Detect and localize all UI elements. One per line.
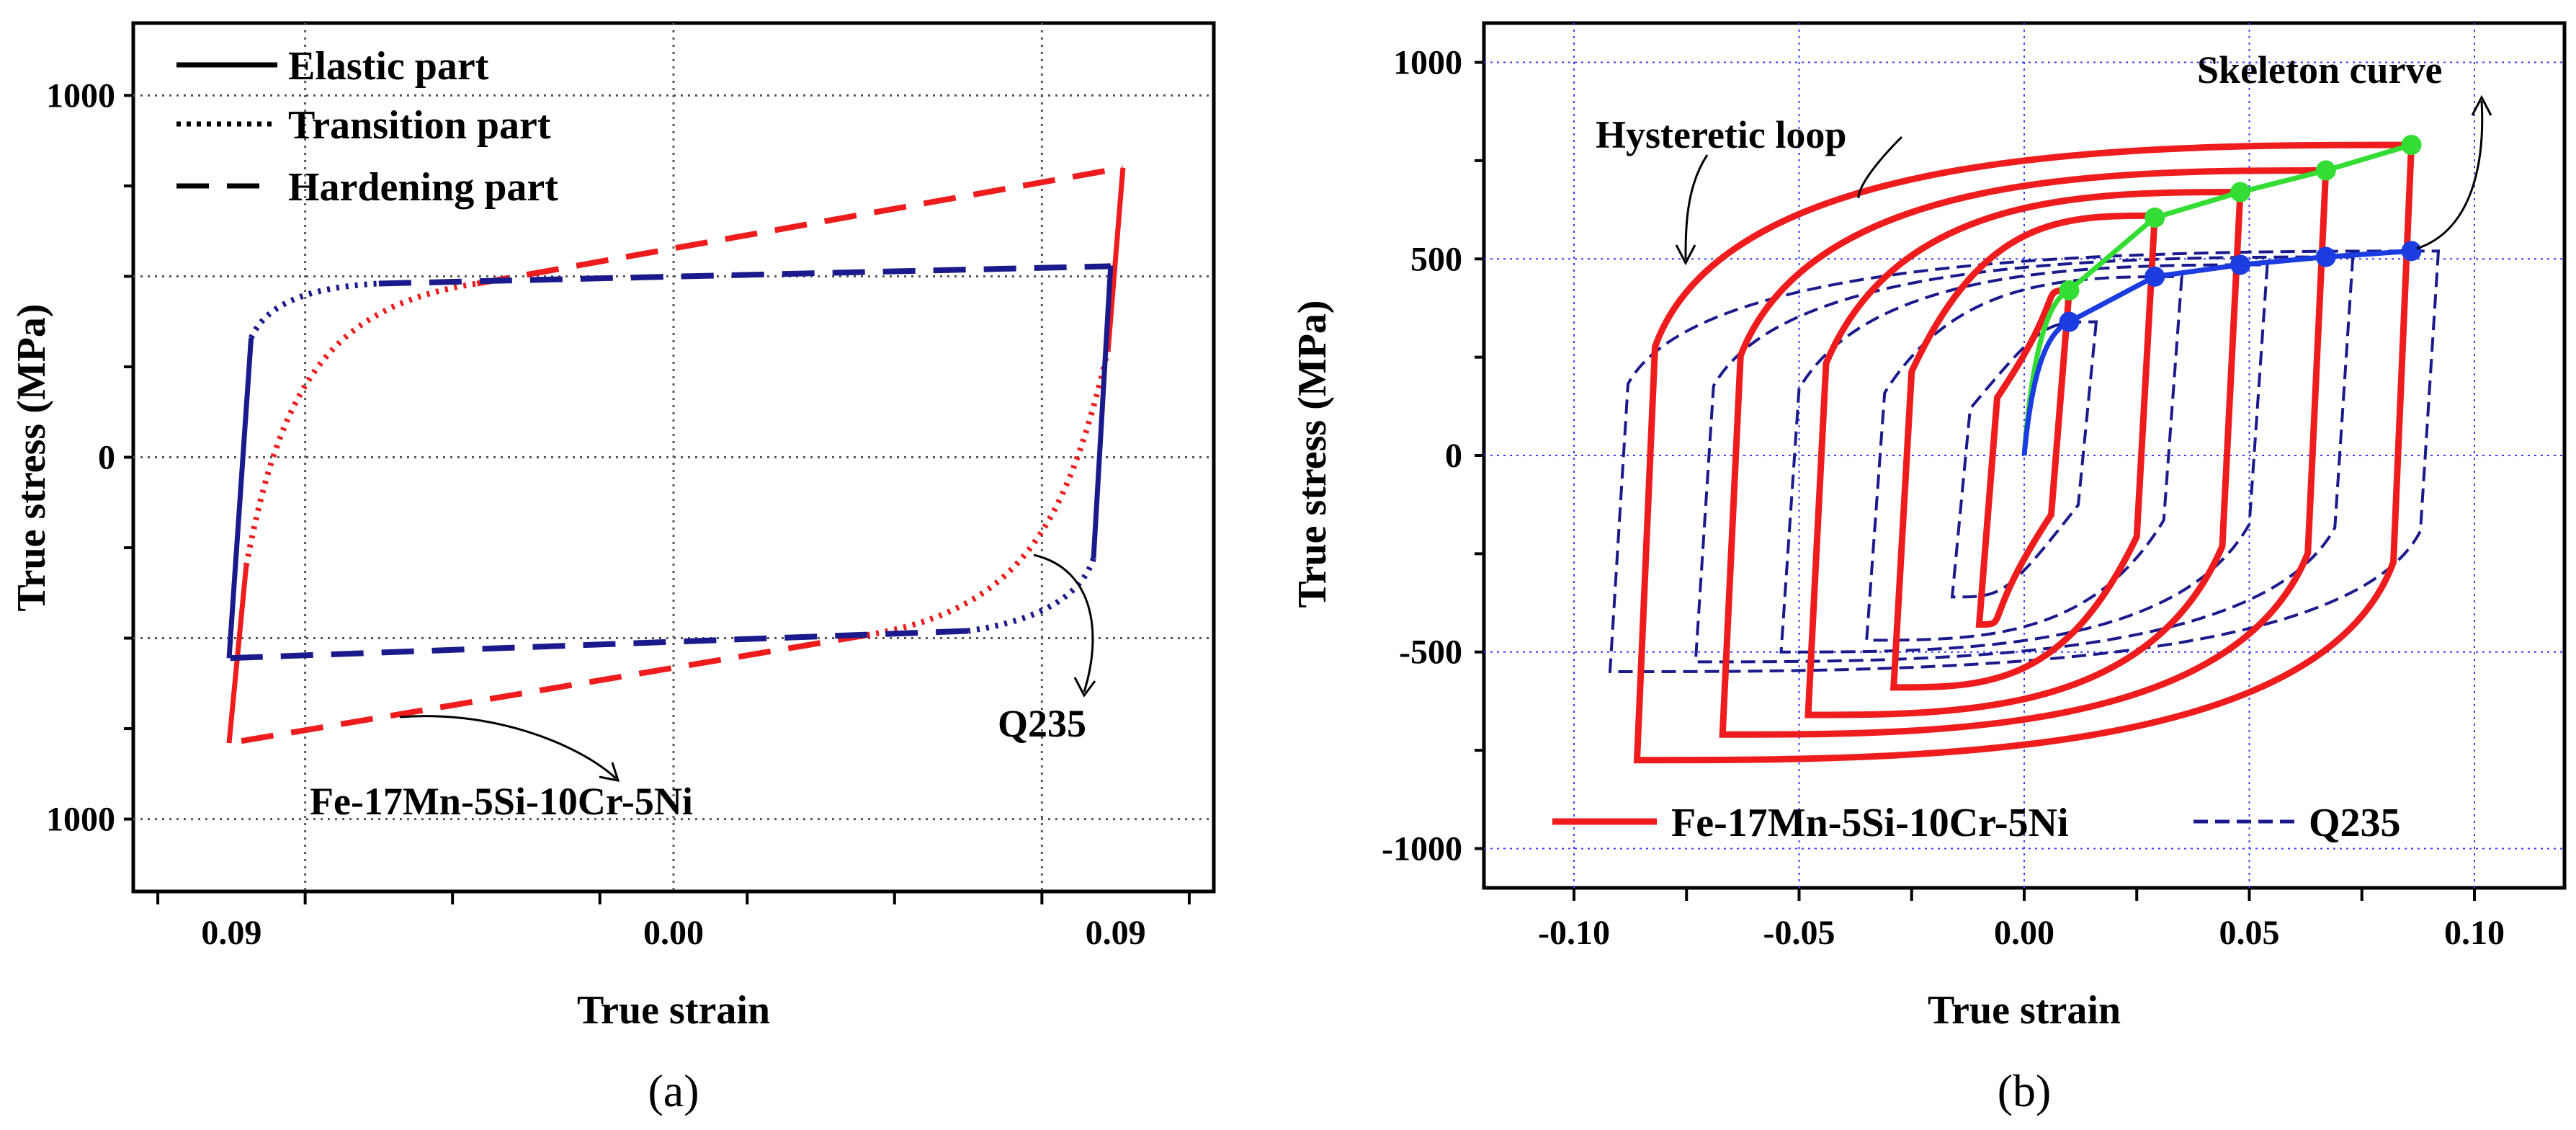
annotation-skeleton-curve: Skeleton curve bbox=[2197, 48, 2442, 92]
panel-b-ticks: -0.10 -0.05 0.00 0.05 0.10 1000 500 0 -500 -1000 bbox=[1382, 44, 2505, 952]
panel-a-x-tick-label: 0.09 bbox=[201, 914, 261, 952]
q235-elastic-right bbox=[1091, 265, 1114, 559]
annotation-arrowhead-q235 bbox=[1073, 677, 1096, 698]
fe-alloy-transition-upper bbox=[243, 280, 478, 566]
legend-label-fe-alloy: Fe-17Mn-5Si-10Cr-5Ni bbox=[1671, 801, 2069, 845]
panel-b-x-tick-label: 0.10 bbox=[2444, 914, 2505, 952]
fe-alloy-skeleton-point bbox=[2315, 160, 2336, 181]
panel-a-ylabel: True stress (MPa) bbox=[9, 303, 54, 611]
panel-b-xlabel: True strain bbox=[1928, 988, 2121, 1033]
q235-hysteresis-loop bbox=[1865, 275, 2183, 642]
q235-hysteresis-loop bbox=[1608, 249, 2441, 674]
panel-b-y-tick-label: 500 bbox=[1410, 240, 1462, 278]
panel-a-x-tick-label: 0.00 bbox=[643, 914, 704, 952]
panel-b-y-tick-label: -500 bbox=[1399, 633, 1462, 672]
q235-hardening-upper bbox=[378, 263, 1111, 287]
annotation-arrow-skeleton-curve bbox=[2416, 100, 2484, 250]
q235-hardening-lower bbox=[228, 628, 969, 662]
q235-skeleton-point bbox=[2401, 241, 2422, 262]
fe-alloy-hysteresis-loop bbox=[1633, 141, 2415, 764]
fe-alloy-skeleton-point bbox=[2059, 280, 2080, 301]
q235-skeleton-point bbox=[2230, 254, 2250, 275]
fe-alloy-skeleton-point bbox=[2230, 182, 2250, 203]
fe-alloy-elastic-right bbox=[1105, 167, 1126, 350]
panel-a-caption: (a) bbox=[648, 1065, 699, 1116]
legend-label-transition: Transition part bbox=[288, 103, 551, 148]
q235-skeleton-point bbox=[2145, 266, 2165, 287]
panel-a-y-tick-label: 1000 bbox=[46, 76, 115, 115]
fe-alloy-hysteresis-loop bbox=[1804, 189, 2244, 719]
legend-label-hardening: Hardening part bbox=[288, 165, 558, 210]
panel-a-legend: Elastic part Transition part Hardening p… bbox=[176, 44, 558, 210]
fe-alloy-transition-lower bbox=[869, 347, 1112, 638]
panel-b-x-tick-label: -0.10 bbox=[1538, 914, 1610, 952]
fe-alloy-skeleton-point bbox=[2145, 208, 2165, 228]
q235-transition-upper bbox=[248, 280, 380, 339]
q235-hysteresis-loop bbox=[1779, 263, 2269, 654]
annotation-arrowhead-skeleton-curve bbox=[2471, 94, 2492, 116]
panel-b-caption: (b) bbox=[1998, 1065, 2052, 1116]
panel-a-x-tick-label: 0.09 bbox=[1086, 914, 1146, 952]
q235-hysteresis-loop bbox=[1950, 320, 2098, 599]
fe-alloy-hysteresis-loop bbox=[1975, 287, 2073, 628]
panel-a-grid bbox=[133, 23, 1214, 891]
q235-elastic-left bbox=[226, 337, 254, 659]
fe-alloy-hysteresis-loop bbox=[1889, 212, 2159, 691]
panel-b-ylabel: True stress (MPa) bbox=[1290, 300, 1335, 608]
fe-alloy-skeleton-point bbox=[2401, 135, 2422, 156]
legend-label-q235: Q235 bbox=[2309, 801, 2401, 845]
panel-b-y-tick-label: 1000 bbox=[1393, 44, 1462, 82]
panel-b-y-tick-label: -1000 bbox=[1382, 829, 1462, 868]
panel-a-ticks: 0.09 0.00 0.09 1000 0 1000 bbox=[46, 76, 1191, 952]
panel-a-y-tick-label: 0 bbox=[98, 439, 115, 477]
q235-skeleton-curve bbox=[2021, 248, 2412, 456]
q235-skeleton-point bbox=[2315, 246, 2336, 267]
panel-b-legend: Fe-17Mn-5Si-10Cr-5Ni Q235 bbox=[1552, 801, 2401, 845]
annotation-fe-alloy: Fe-17Mn-5Si-10Cr-5Ni bbox=[310, 780, 693, 823]
fe-alloy-hardening-upper bbox=[476, 164, 1124, 287]
q235-transition-lower bbox=[967, 557, 1096, 634]
annotation-arrow-fe-alloy bbox=[399, 715, 617, 780]
q235-skeleton-point bbox=[2059, 311, 2080, 332]
panel-a-xlabel: True strain bbox=[577, 988, 770, 1033]
panel-b-chart: -0.10 -0.05 0.00 0.05 0.1010005000-500-1000 … bbox=[1290, 21, 2567, 1116]
annotation-arrow-hysteretic-loop-2 bbox=[1857, 135, 1903, 199]
annotation-arrowhead-hysteretic-loop bbox=[1675, 244, 1696, 266]
fe-alloy-elastic-left bbox=[226, 565, 249, 744]
panel-b-x-tick-label: 0.05 bbox=[2219, 914, 2280, 952]
panel-b-series bbox=[1608, 135, 2441, 764]
panel-b-y-tick-label: 0 bbox=[1445, 437, 1462, 475]
panel-a-chart: 0.09 0.00 0.09 1000 0 1000 Elastic part Trans… bbox=[9, 21, 1216, 1116]
fe-alloy-hardening-lower bbox=[228, 631, 871, 747]
annotation-hysteretic-loop: Hysteretic loop bbox=[1596, 113, 1846, 156]
annotation-arrow-q235 bbox=[1033, 553, 1094, 693]
annotation-arrowhead-fe-alloy bbox=[599, 762, 620, 782]
panel-b-x-tick-label: 0.00 bbox=[1994, 914, 2054, 952]
annotation-q235: Q235 bbox=[998, 702, 1086, 745]
panel-a-series bbox=[226, 164, 1126, 747]
annotation-arrow-hysteretic-loop bbox=[1684, 154, 1709, 260]
panel-b-x-tick-label: -0.05 bbox=[1763, 914, 1835, 952]
fe-alloy-hysteresis-loop bbox=[1719, 167, 2330, 738]
legend-label-elastic: Elastic part bbox=[288, 44, 489, 89]
panel-a-y-tick-label: 1000 bbox=[46, 801, 115, 839]
